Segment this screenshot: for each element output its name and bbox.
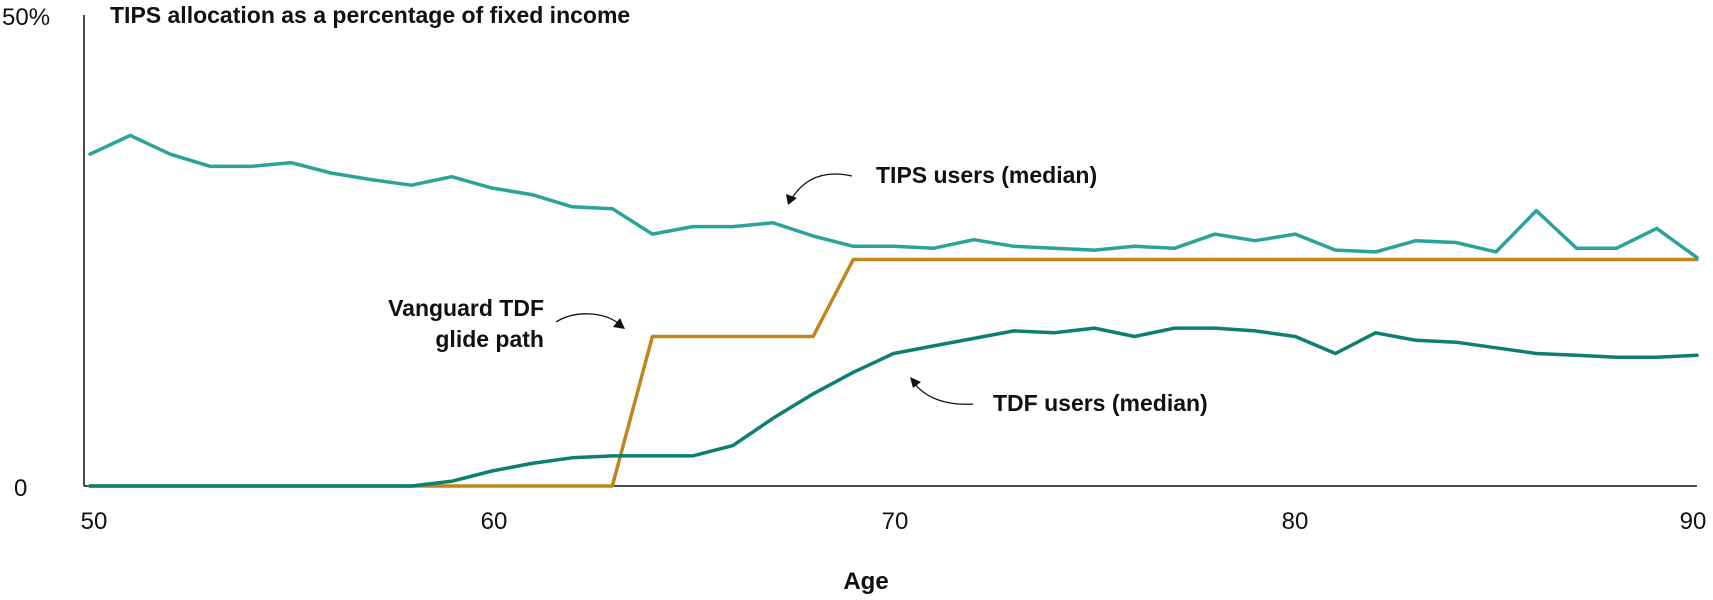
tips-users-arrowhead — [786, 194, 797, 205]
x-axis-title: Age — [843, 568, 888, 595]
tdf-users-arrowhead — [910, 377, 921, 388]
y-tick-label-bottom: 0 — [14, 475, 27, 502]
x-axis: 50 60 70 80 90 Age — [81, 485, 1707, 595]
glide-path-arrowhead — [613, 318, 625, 329]
y-axis: 50% 0 — [2, 4, 85, 502]
x-tick-label: 70 — [882, 508, 909, 535]
tips-users-arrow — [791, 173, 853, 199]
tips-users-annotation: TIPS users (median) — [876, 162, 1097, 188]
tdf-users-annotation: TDF users (median) — [993, 390, 1208, 416]
series-line-tdf-users-median — [88, 326, 1699, 488]
glide-path-annotation-line-2: glide path — [435, 326, 544, 352]
glide-path-annotation-line-1: Vanguard TDF — [388, 295, 544, 321]
x-tick-label: 50 — [81, 508, 108, 535]
annotations: TIPS users (median) Vanguard TDF glide p… — [388, 162, 1208, 416]
chart-title: TIPS allocation as a percentage of fixed… — [110, 2, 630, 28]
y-tick-label-top: 50% — [2, 4, 50, 31]
x-tick-label: 80 — [1282, 508, 1309, 535]
x-tick-label: 60 — [481, 508, 508, 535]
series-lines — [88, 133, 1699, 488]
glide-path-arrow — [555, 313, 619, 324]
x-tick-label: 90 — [1680, 508, 1707, 535]
series-line-tips-users-median — [88, 133, 1699, 260]
series-line-vanguard-tdf-glide-path — [88, 257, 1699, 488]
tdf-users-arrow — [913, 382, 974, 405]
